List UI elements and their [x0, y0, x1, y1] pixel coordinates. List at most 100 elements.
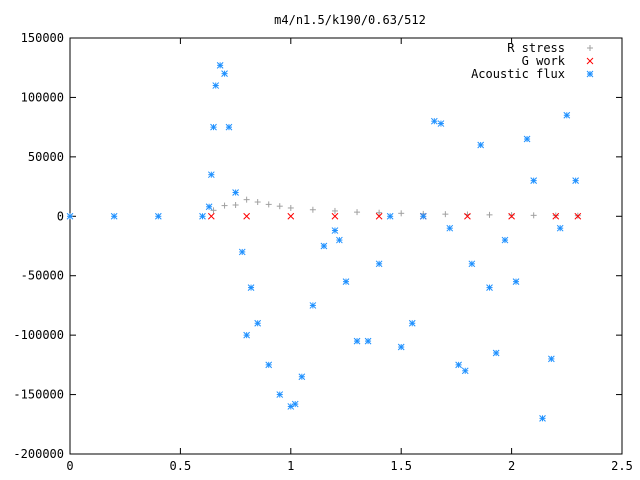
data-point: [375, 260, 383, 268]
data-point: [408, 319, 416, 327]
data-point: [199, 212, 206, 220]
data-point: [110, 212, 118, 220]
data-point: [232, 189, 239, 196]
legend-marker: [587, 45, 593, 51]
data-point: [238, 248, 246, 256]
data-point: [468, 260, 476, 268]
data-point: [574, 212, 582, 220]
x-tick-label: 2.5: [611, 459, 633, 473]
plot-frame: [69, 37, 623, 455]
data-point: [247, 284, 255, 291]
data-point: [512, 278, 520, 286]
data-point: [375, 212, 383, 220]
data-point: [243, 196, 250, 203]
data-point: [364, 337, 372, 345]
series-2: [66, 61, 579, 422]
data-point: [210, 123, 217, 131]
data-point: [486, 211, 493, 218]
y-tick-label: -200000: [13, 447, 64, 461]
tick-marks: [69, 37, 623, 455]
x-axis-tick-labels: 0 0.5 1 1.5 2 2.5: [66, 459, 632, 473]
data-point: [464, 212, 471, 220]
data-point: [210, 207, 217, 214]
y-tick-label: 150000: [21, 31, 64, 45]
data-point: [265, 361, 273, 369]
data-point: [276, 203, 283, 210]
data-point: [508, 212, 515, 219]
data-point: [430, 117, 438, 125]
data-point: [446, 224, 454, 232]
data-point: [243, 331, 250, 339]
y-tick-label: 0: [57, 209, 64, 223]
data-point: [221, 202, 228, 209]
y-tick-label: -50000: [21, 269, 64, 283]
data-point: [442, 211, 449, 218]
y-tick-label: 100000: [21, 90, 64, 104]
data-point: [386, 212, 394, 220]
data-point: [254, 319, 262, 327]
data-point: [336, 236, 343, 244]
data-point: [508, 212, 515, 220]
data-point: [232, 201, 239, 208]
data-point: [501, 236, 509, 244]
data-point: [298, 373, 306, 381]
data-point: [207, 171, 215, 179]
data-point: [331, 212, 339, 220]
data-point: [216, 61, 224, 69]
data-point: [419, 212, 427, 220]
data-point: [486, 284, 493, 291]
legend-marker: [586, 57, 594, 65]
data-point: [461, 367, 469, 375]
data-point: [353, 337, 361, 345]
data-point: [523, 135, 531, 143]
data-point: [547, 355, 555, 363]
data-point: [291, 400, 299, 408]
data-point: [437, 120, 445, 127]
data-point: [243, 212, 250, 220]
x-tick-label: 0.5: [170, 459, 192, 473]
data-point: [455, 361, 462, 369]
x-tick-label: 1: [287, 459, 294, 473]
x-tick-label: 1.5: [390, 459, 412, 473]
data-point: [397, 343, 405, 351]
data-point: [221, 70, 228, 78]
legend-marker: [586, 70, 594, 78]
data-point: [287, 212, 295, 220]
data-point: [552, 212, 560, 220]
data-point: [66, 212, 74, 220]
legend-label: G work: [522, 54, 566, 68]
data-point: [539, 414, 546, 422]
data-point: [342, 278, 350, 286]
legend-label: Acoustic flux: [471, 67, 565, 81]
data-point: [492, 349, 500, 357]
y-axis-tick-labels: 150000 100000 50000 0 -50000 -100000 -150000 -2…: [13, 31, 64, 461]
legend-label: R stress: [507, 41, 565, 55]
y-tick-label: -100000: [13, 328, 64, 342]
data-point: [354, 209, 361, 216]
data-point: [530, 177, 538, 184]
data-point: [552, 212, 559, 219]
data-point: [563, 111, 571, 119]
series-layer: [66, 61, 582, 422]
data-point: [320, 242, 328, 250]
data-point: [254, 199, 261, 206]
x-tick-label: 0: [66, 459, 73, 473]
chart-title: m4/n1.5/k190/0.63/512: [274, 13, 426, 27]
y-tick-label: -150000: [13, 388, 64, 402]
data-point: [309, 206, 316, 213]
data-point: [556, 224, 564, 232]
series-1: [207, 212, 582, 220]
data-point: [572, 177, 579, 184]
data-point: [376, 209, 383, 216]
data-point: [207, 212, 215, 220]
y-tick-label: 50000: [28, 150, 64, 164]
data-point: [530, 212, 537, 219]
series-0: [210, 196, 581, 219]
data-point: [287, 204, 294, 211]
data-point: [212, 82, 220, 89]
data-point: [331, 227, 339, 234]
data-point: [225, 123, 233, 131]
data-point: [276, 391, 284, 398]
data-point: [331, 207, 338, 214]
data-point: [205, 203, 213, 211]
